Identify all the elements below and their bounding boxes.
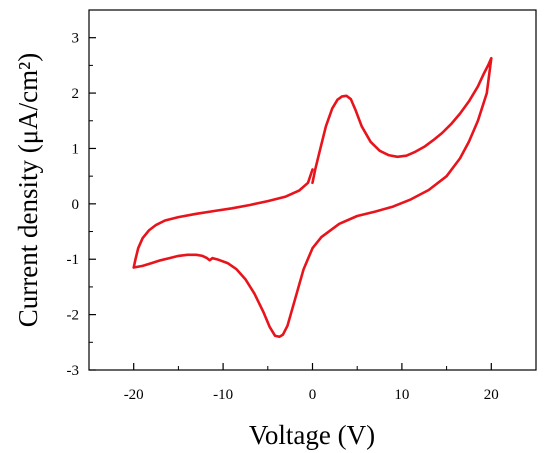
y-tick-label: 3: [72, 31, 80, 47]
y-tick-label: -2: [67, 308, 80, 324]
x-axis-title: Voltage (V): [249, 420, 375, 450]
cv-curve-line: [132, 56, 493, 339]
y-tick-label: -1: [67, 252, 80, 268]
y-tick-label: 0: [72, 197, 80, 213]
x-tick-label: -10: [213, 387, 233, 403]
y-tick-label: 1: [72, 141, 80, 157]
x-tick-label: -20: [124, 387, 144, 403]
series-group: [132, 56, 493, 339]
y-tick-label: -3: [67, 363, 80, 379]
plot-frame: [88, 9, 537, 371]
x-tick-label: 10: [394, 387, 409, 403]
x-tick-label: 20: [484, 387, 499, 403]
y-tick-label: 2: [72, 86, 80, 102]
x-tick-label: 0: [309, 387, 317, 403]
y-axis-title: Current density (μA/cm²): [13, 53, 43, 328]
axis-ticks: [88, 9, 537, 371]
